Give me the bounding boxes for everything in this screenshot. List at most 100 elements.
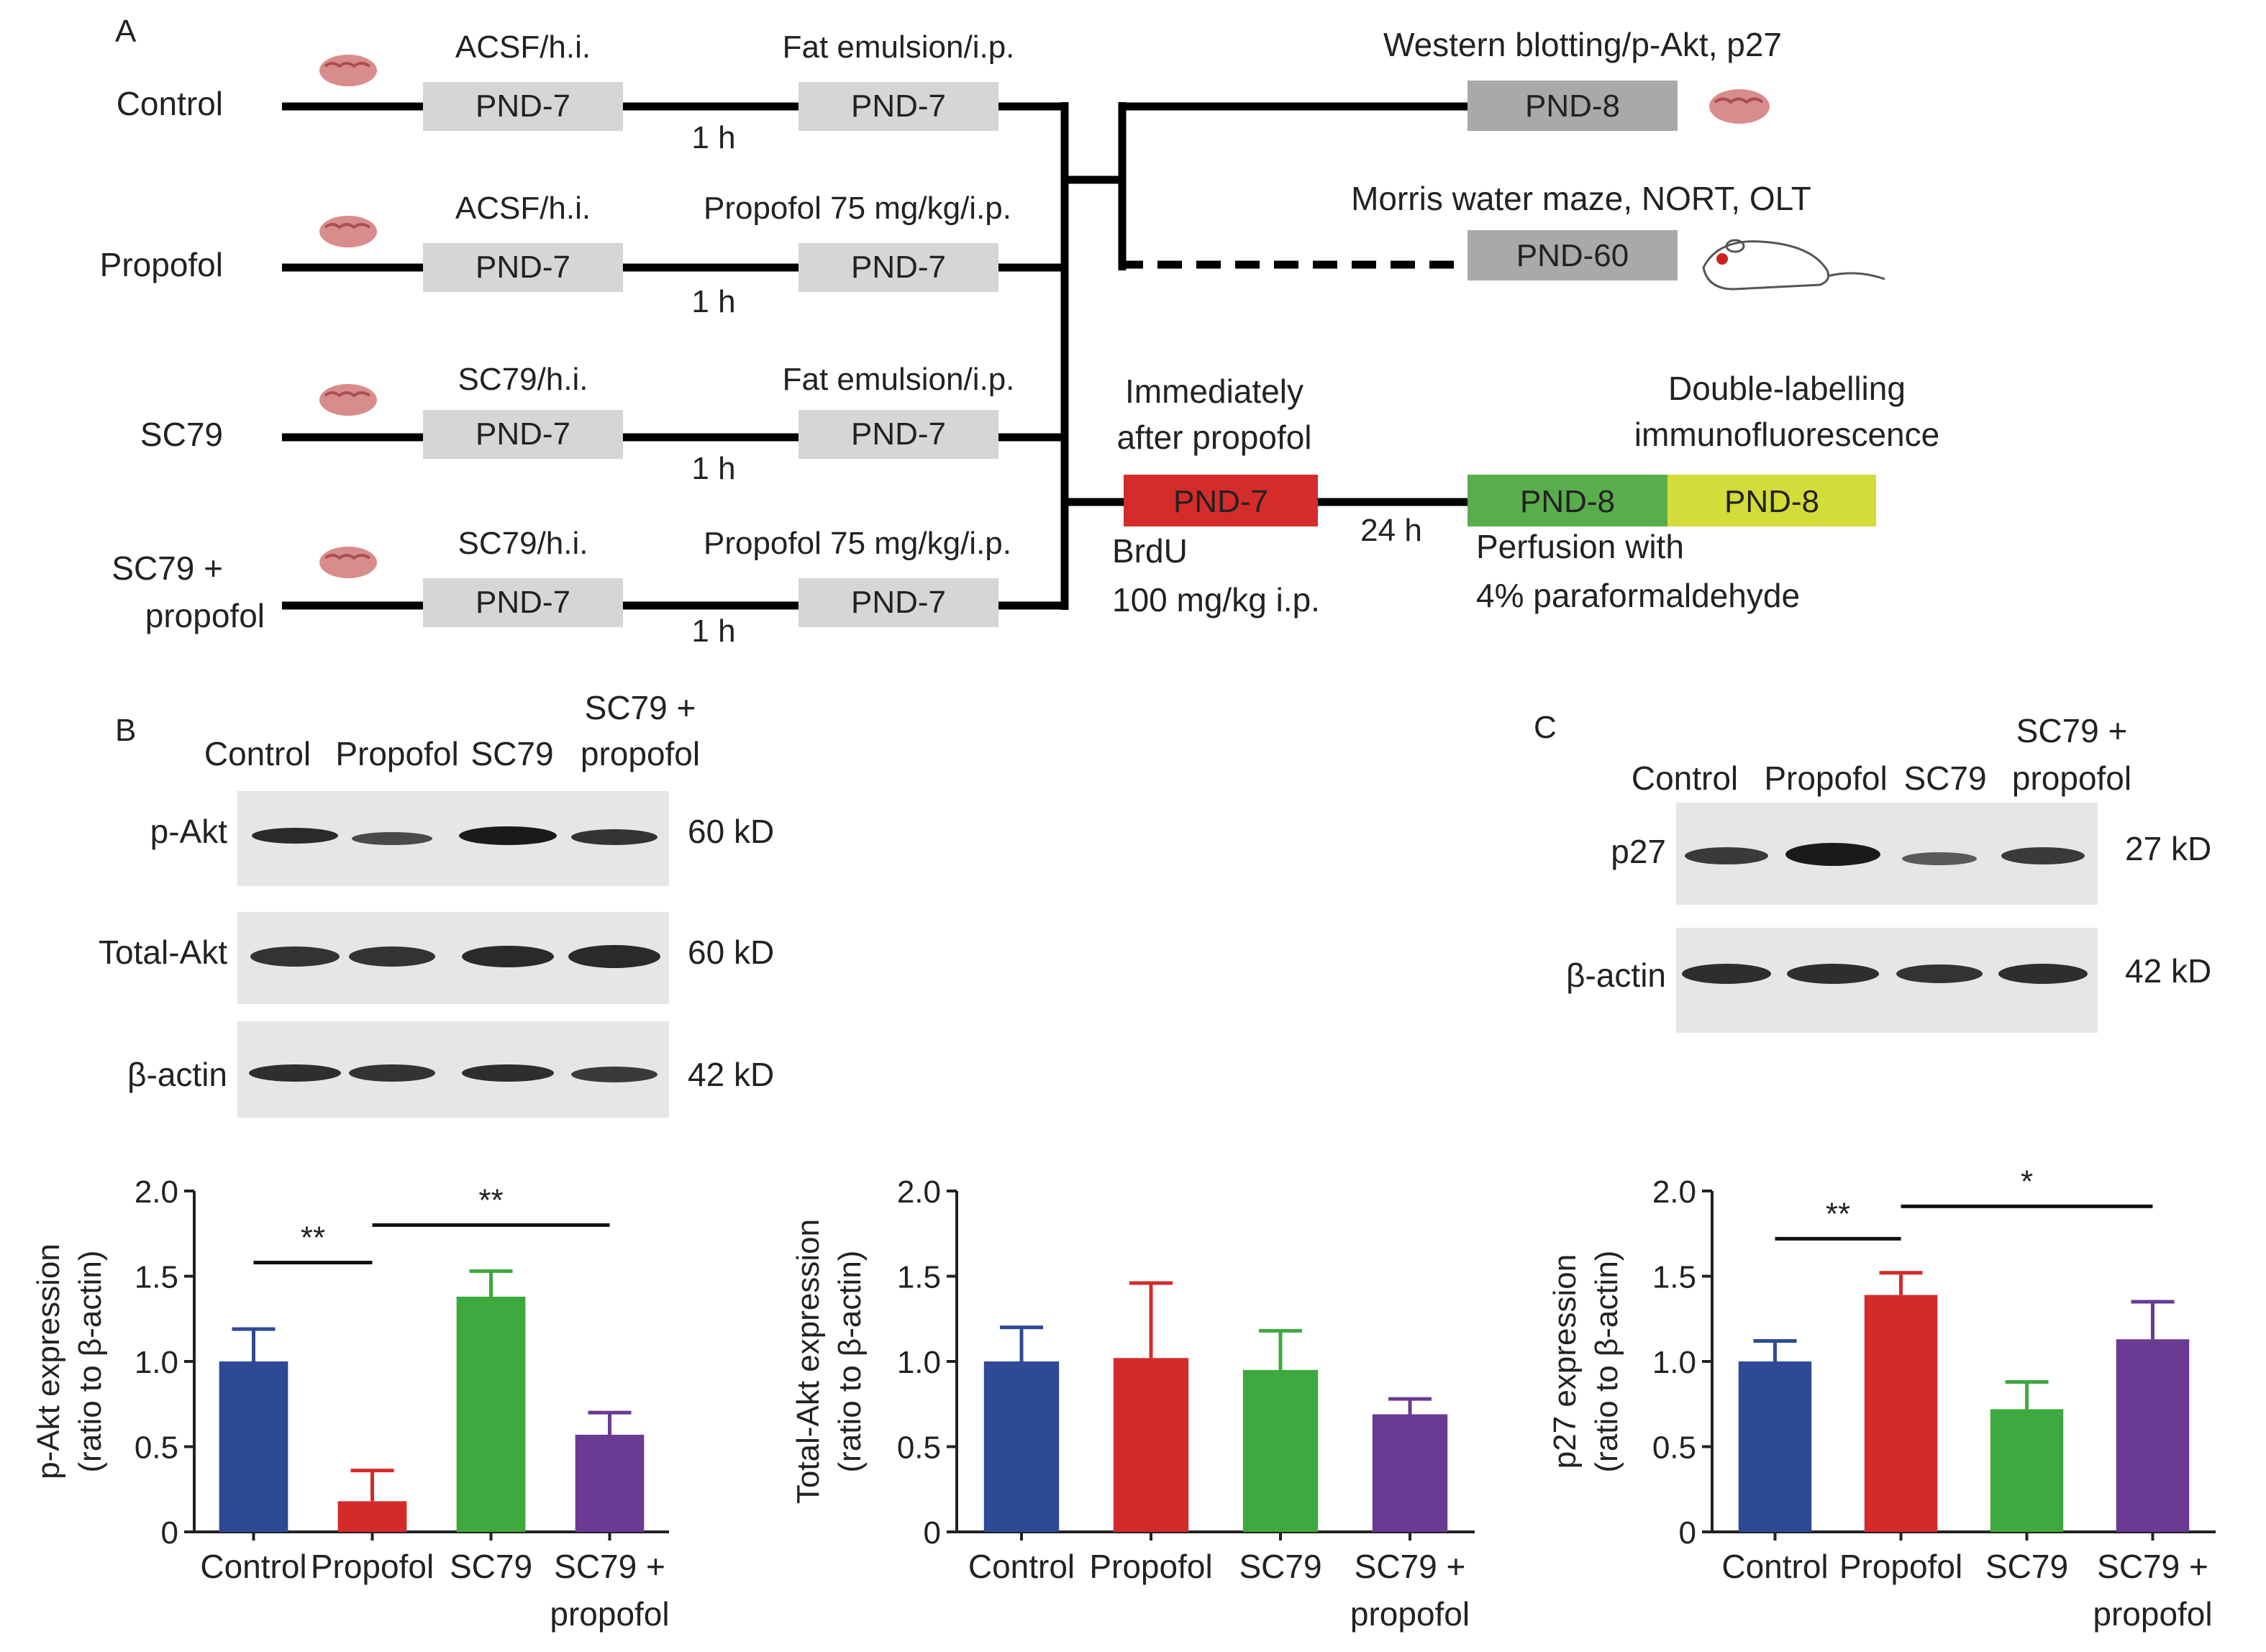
pnd-box-label: PND-7: [851, 88, 946, 124]
injection-label: ACSF/h.i.: [455, 191, 591, 226]
blot-size-label: 27 kD: [2125, 830, 2211, 867]
outcome-behavior: Morris water maze, NORT, OLT PND-60: [1351, 180, 1885, 291]
blot-size-label: 42 kD: [688, 1056, 774, 1093]
blot-size-label: 60 kD: [688, 813, 774, 850]
significance-marker: **: [301, 1220, 325, 1256]
y-tick-label: 2.0: [135, 1174, 178, 1210]
x-tick-label: Control: [200, 1548, 306, 1585]
significance-marker: **: [478, 1182, 503, 1218]
bar-sc79: [1242, 1369, 1319, 1532]
bar-control: [1738, 1361, 1812, 1532]
brain-icon: [319, 384, 377, 416]
blot-strip-p-akt: p-Akt 60 kD: [150, 791, 774, 886]
y-tick-label: 1.5: [1652, 1260, 1696, 1295]
y-tick-label: 2.0: [897, 1174, 941, 1210]
pnd-box-label: PND-7: [851, 250, 946, 285]
y-axis-label: (ratio to β-actin): [1589, 1251, 1624, 1473]
blot-strip-beta-actin-c: β-actin 42 kD: [1566, 928, 2211, 1033]
brdu-injection: Immediately after propofol PND-7 BrdU 10…: [1112, 373, 1422, 619]
bar-sc79-propofol: [575, 1434, 645, 1532]
interval-label: 1 h: [691, 451, 735, 486]
y-tick-label: 1.0: [897, 1345, 941, 1380]
bar-propofol: [1864, 1295, 1938, 1532]
x-tick-label: Propofol: [1839, 1548, 1962, 1585]
bar-control: [219, 1361, 288, 1532]
lane-label: propofol: [2012, 759, 2131, 797]
interval-label: 1 h: [691, 284, 735, 319]
timeline-row-sc79-propofol: SC79 + propofol PND-7 PND-7 SC79/h.i. Pr…: [112, 526, 1065, 649]
x-tick-label: SC79 +: [2097, 1548, 2208, 1585]
blot-size-label: 60 kD: [688, 934, 774, 971]
y-axis-label: Total-Akt expression: [791, 1219, 826, 1504]
x-tick-label: propofol: [2093, 1595, 2212, 1633]
lane-label: SC79: [1903, 759, 1986, 797]
outcome-label: Western blotting/p-Akt, p27: [1383, 26, 1782, 63]
pnd-box-label: PND-7: [851, 416, 946, 452]
x-tick-label: SC79 +: [554, 1548, 665, 1585]
y-tick-label: 1.0: [1652, 1345, 1696, 1380]
bar-sc79: [456, 1296, 526, 1532]
blot-protein-label: p27: [1611, 833, 1666, 870]
injection-label: Fat emulsion/i.p.: [783, 362, 1015, 397]
panel-c-blots: C Control Propofol SC79 SC79 + propofol …: [1534, 710, 2211, 1033]
pnd-box-label: PND-7: [476, 88, 570, 124]
blot-strip-beta-actin: β-actin 42 kD: [127, 1021, 774, 1118]
injection-label: SC79/h.i.: [458, 362, 588, 397]
y-axis-label: p-Akt expression: [31, 1243, 66, 1479]
timeline-row-propofol: Propofol PND-7 PND-7 ACSF/h.i. Propofol …: [100, 191, 1065, 319]
pnd-box-label: PND-7: [1173, 484, 1268, 519]
pnd-box-label: PND-7: [476, 250, 570, 285]
blot-strip-p27: p27 27 kD: [1611, 803, 2211, 905]
pnd-box-label: PND-60: [1516, 238, 1629, 273]
bar-chart-total-akt: 0 0.5 1.0 1.5 2.0 Total-Akt expression (ratio …: [791, 1174, 1475, 1633]
outcome-label: Morris water maze, NORT, OLT: [1351, 180, 1811, 217]
significance-marker: *: [2021, 1164, 2033, 1199]
lane-label: Control: [1632, 759, 1738, 797]
pnd-box-label: PND-7: [476, 585, 570, 620]
timeline-row-control: Control PND-7 PND-7 ACSF/h.i. Fat emulsi…: [117, 29, 1065, 155]
brain-icon: [1709, 89, 1770, 124]
bar-sc79-propofol: [1372, 1414, 1448, 1532]
y-axis-label: p27 expression: [1547, 1254, 1583, 1469]
brdu-bottom-label: 100 mg/kg i.p.: [1112, 581, 1320, 619]
y-tick-label: 0.5: [1652, 1430, 1696, 1466]
y-tick-label: 0: [161, 1515, 178, 1551]
y-tick-label: 1.5: [135, 1260, 178, 1295]
group-label-control: Control: [117, 85, 223, 122]
x-tick-label: Propofol: [311, 1548, 434, 1585]
immuno-top-label: Double-labelling: [1668, 370, 1906, 407]
significance-marker: **: [1826, 1196, 1850, 1231]
immuno-top-label: immunofluorescence: [1634, 416, 1939, 453]
interval-label: 24 h: [1360, 513, 1422, 548]
blot-protein-label: p-Akt: [150, 813, 228, 850]
y-tick-label: 0.5: [897, 1430, 941, 1466]
brdu-bottom-label: BrdU: [1112, 532, 1188, 570]
bar-propofol: [1113, 1358, 1189, 1532]
y-tick-label: 0.5: [135, 1430, 178, 1466]
pnd-box-label: PND-8: [1724, 484, 1819, 519]
x-tick-label: Propofol: [1089, 1548, 1212, 1585]
group-label-propofol: Propofol: [100, 246, 223, 283]
x-tick-label: SC79: [1239, 1548, 1321, 1585]
panel-c-label: C: [1534, 710, 1557, 745]
x-tick-label: propofol: [550, 1595, 669, 1633]
bar-sc79-propofol: [2116, 1339, 2190, 1532]
pnd-box-label: PND-7: [851, 585, 946, 620]
y-tick-label: 1.5: [897, 1260, 941, 1295]
y-tick-label: 0: [924, 1515, 941, 1551]
blot-protein-label: Total-Akt: [99, 934, 227, 971]
lane-label: Propofol: [335, 735, 458, 772]
x-tick-label: SC79 +: [1355, 1548, 1466, 1585]
lane-label: propofol: [581, 735, 700, 772]
lane-label: SC79 +: [2016, 712, 2128, 749]
interval-label: 1 h: [691, 613, 735, 649]
injection-label: SC79/h.i.: [458, 526, 588, 561]
bar-sc79: [1990, 1409, 2064, 1532]
x-tick-label: SC79: [450, 1548, 532, 1585]
brain-icon: [319, 547, 377, 578]
bar-propofol: [337, 1501, 407, 1532]
x-tick-label: Control: [1721, 1548, 1828, 1585]
blot-strip-total-akt: Total-Akt 60 kD: [99, 912, 774, 1004]
y-tick-label: 2.0: [1652, 1174, 1696, 1210]
